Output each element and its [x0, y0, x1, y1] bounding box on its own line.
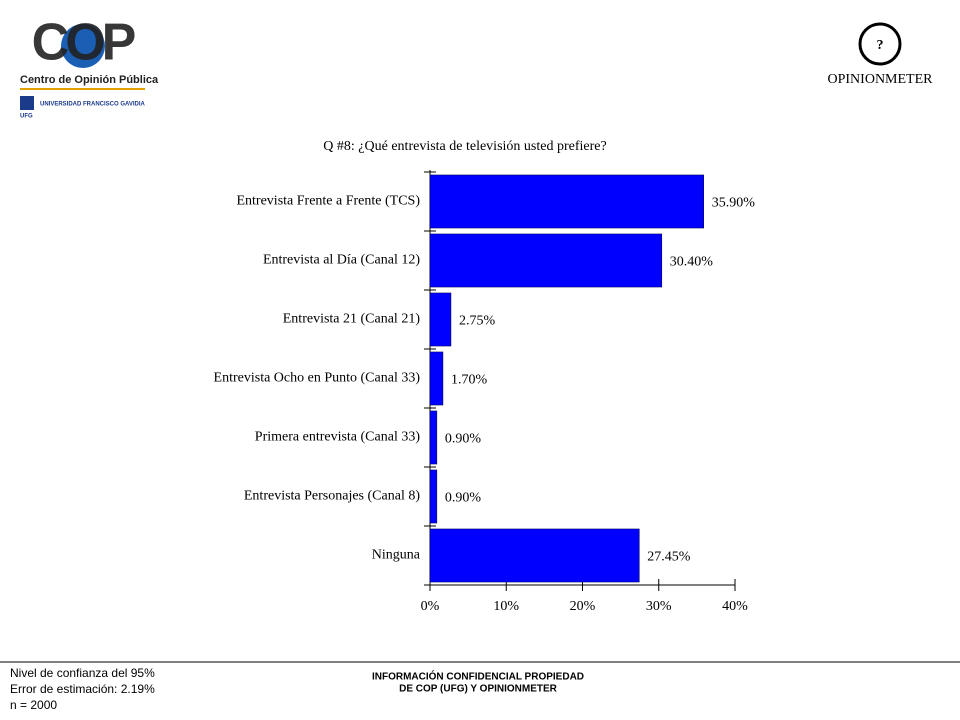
chart-title: Q #8: ¿Qué entrevista de televisión uste…	[323, 139, 606, 154]
value-label: 1.70%	[451, 373, 488, 388]
logo-right-glyph: ?	[877, 38, 884, 53]
logo-right-text: OPINIONMETER	[828, 72, 934, 87]
logo-right-mark	[858, 22, 902, 66]
footer-left: Nivel de confianza del 95%	[10, 666, 155, 680]
value-label: 0.90%	[445, 432, 482, 447]
value-label: 27.45%	[647, 550, 691, 565]
logo-cop: COP	[32, 14, 135, 72]
bar	[429, 351, 444, 406]
y-tick-label: Entrevista al Día (Canal 12)	[263, 253, 420, 268]
x-tick-label: 20%	[570, 599, 596, 614]
x-tick-label: 10%	[493, 599, 519, 614]
bar	[429, 233, 663, 288]
logo-subtitle: Centro de Opinión Pública	[20, 74, 159, 86]
logo-globe	[61, 24, 105, 68]
bar	[429, 528, 640, 583]
bar	[429, 410, 438, 465]
footer-center: DE COP (UFG) Y OPINIONMETER	[399, 684, 558, 695]
y-tick-label: Ninguna	[372, 548, 421, 563]
logo-shield	[20, 96, 34, 110]
y-tick-label: Entrevista 21 (Canal 21)	[283, 312, 421, 327]
y-tick-label: Entrevista Frente a Frente (TCS)	[236, 194, 420, 209]
logo-abbr: UFG	[20, 114, 33, 120]
y-tick-label: Primera entrevista (Canal 33)	[255, 430, 421, 445]
x-tick-label: 0%	[421, 599, 440, 614]
value-label: 30.40%	[670, 255, 714, 270]
x-tick-label: 40%	[722, 599, 748, 614]
y-tick-label: Entrevista Personajes (Canal 8)	[244, 489, 420, 504]
logo-university: UNIVERSIDAD FRANCISCO GAVIDIA	[40, 102, 146, 108]
y-tick-label: Entrevista Ocho en Punto (Canal 33)	[214, 371, 421, 386]
x-tick-label: 30%	[646, 599, 672, 614]
footer-left: Error de estimación: 2.19%	[10, 682, 155, 696]
bar	[429, 292, 452, 347]
value-label: 0.90%	[445, 491, 482, 506]
bar	[429, 469, 438, 524]
footer-center: INFORMACIÓN CONFIDENCIAL PROPIEDAD	[372, 670, 584, 683]
value-label: 35.90%	[712, 196, 756, 211]
bar	[429, 174, 704, 229]
value-label: 2.75%	[459, 314, 496, 329]
footer-left: n = 2000	[10, 698, 57, 712]
